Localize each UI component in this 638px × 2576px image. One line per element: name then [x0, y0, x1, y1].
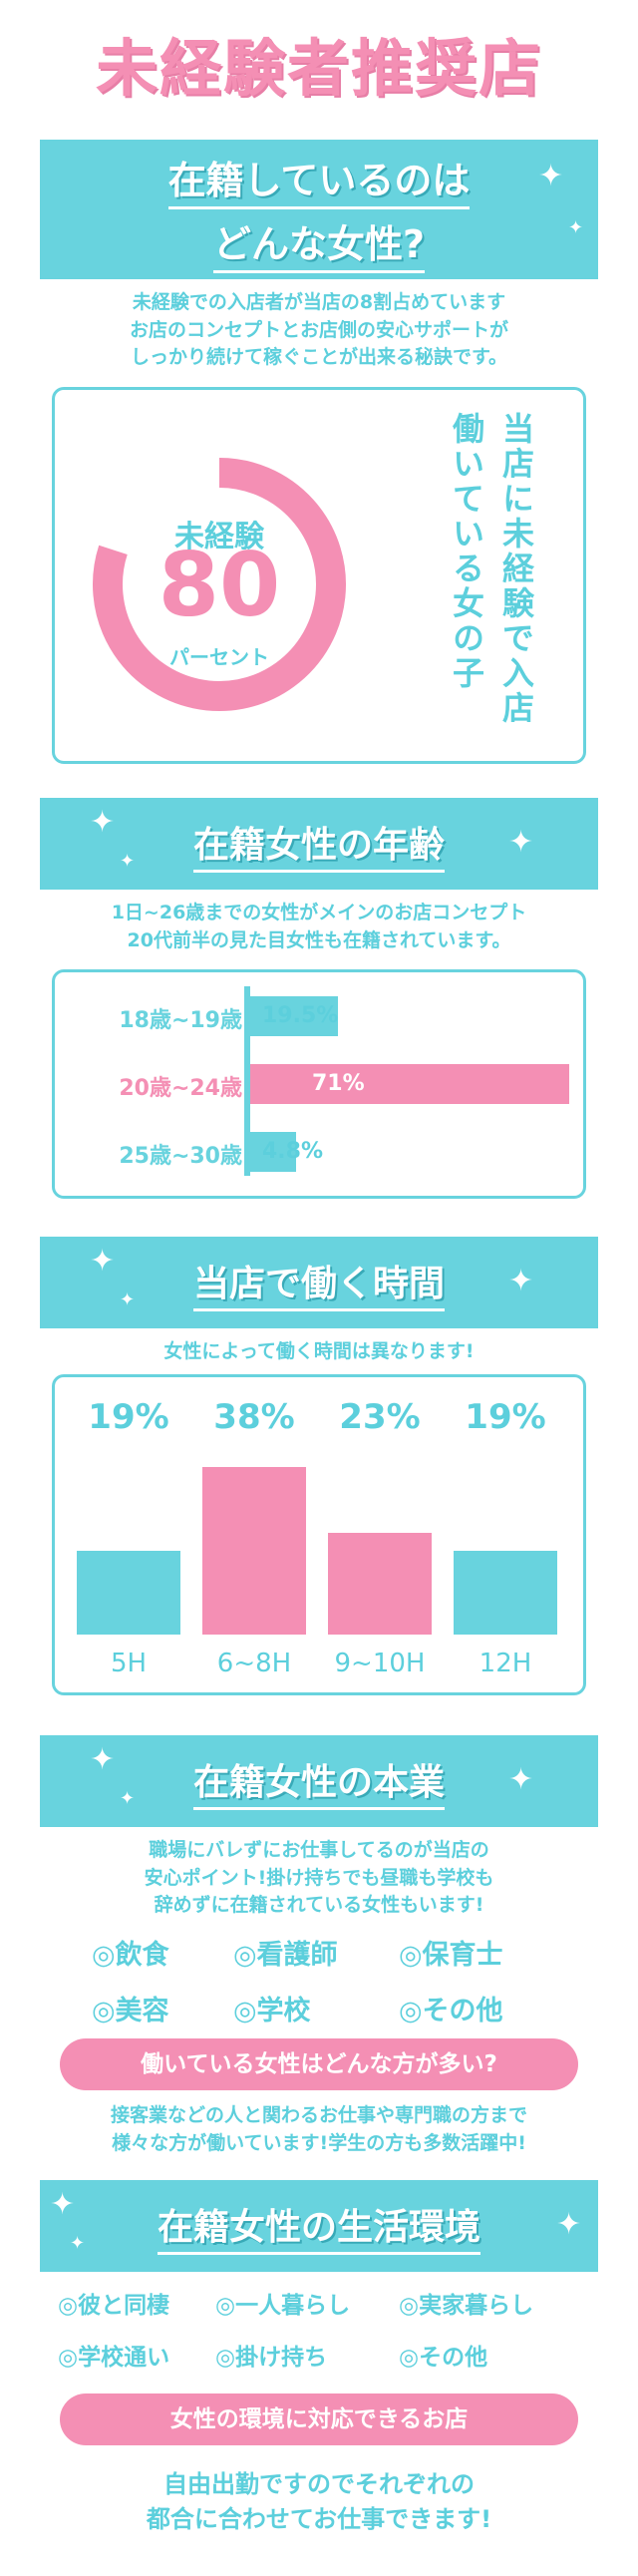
hours-bar-value: 19%: [465, 1397, 546, 1437]
section2-title: 在籍女性の年齢: [192, 816, 445, 873]
environment-item: ◎実家暮らし: [399, 2293, 534, 2319]
sparkle-icon: ✦: [70, 2233, 86, 2254]
environment-item: ◎その他: [399, 2345, 488, 2371]
desc-line: しっかり続けて稼ぐことが出来る秘訣です。: [130, 346, 508, 369]
hours-category-label: 9~10H: [334, 1649, 426, 1678]
sparkle-icon: ✦: [120, 1788, 136, 1809]
environment-item: ◎一人暮らし: [215, 2293, 351, 2319]
hours-bar-value: 23%: [339, 1397, 421, 1437]
donut-label-bottom: パーセント: [169, 645, 269, 669]
desc-line: お店のコンセプトとお店側の安心サポートが: [129, 318, 508, 341]
age-bar-value: 19.5%: [262, 1003, 339, 1028]
vertical-caption-2: 働いている女の子: [448, 412, 485, 691]
hours-bar-value: 19%: [88, 1397, 169, 1437]
sparkle-icon: ✦: [120, 851, 136, 872]
section1-title-line1: 在籍しているのは: [167, 150, 471, 209]
vertical-caption-1: 当店に未経験で入店: [497, 412, 535, 726]
section3-title: 当店で働く時間: [192, 1255, 445, 1311]
age-bar-value: 4.8%: [262, 1139, 324, 1164]
age-bar: [250, 996, 338, 1036]
hours-bar: [328, 1533, 432, 1635]
desc-line: 女性によって働く時間は異なります!: [163, 1340, 475, 1362]
sparkle-icon: ✦: [90, 805, 116, 840]
age-bar: [250, 1064, 569, 1104]
sparkle-icon: ✦: [538, 159, 564, 193]
section5-pill: 女性の環境に対応できるお店: [60, 2393, 578, 2445]
desc-line: 様々な方が働いています!学生の方も多数活躍中!: [112, 2131, 526, 2154]
donut-number: 80: [158, 534, 281, 636]
job-item: ◎学校: [233, 1996, 311, 2026]
section5-title: 在籍女性の生活環境: [157, 2198, 480, 2255]
hours-bar: [202, 1467, 306, 1635]
sparkle-icon: ✦: [508, 1264, 534, 1298]
job-item: ◎看護師: [233, 1940, 338, 1971]
hours-category-label: 6~8H: [216, 1649, 292, 1678]
closing-line: 都合に合わせてお仕事できます!: [146, 2504, 492, 2533]
job-item: ◎美容: [92, 1996, 169, 2026]
age-chart-card: 18歳~19歳 19.5% 20歳~24歳 71% 25歳~30歳 4.8%: [52, 969, 586, 1199]
closing-text: 自由出勤ですのでそれぞれの 都合に合わせてお仕事できます!: [0, 2467, 638, 2537]
desc-line: 未経験での入店者が当店の8割占めています: [132, 291, 506, 313]
sparkle-icon: ✦: [120, 1289, 136, 1310]
environment-item: ◎彼と同棲: [58, 2293, 170, 2319]
desc-line: 接客業などの人と関わるお仕事や専門職の方まで: [110, 2104, 527, 2126]
age-category-label: 20歳~24歳: [119, 1076, 242, 1101]
section2-banner: ✦ ✦ ✦ 在籍女性の年齢: [40, 798, 598, 890]
section4-title: 在籍女性の本業: [192, 1753, 445, 1810]
donut-chart: 未経験 80 パーセント: [85, 450, 354, 719]
age-bar: [250, 1132, 296, 1172]
section5-banner: ✦ ✦ ✦ 在籍女性の生活環境: [40, 2180, 598, 2272]
age-bar-value: 71%: [312, 1071, 365, 1096]
hours-bar: [454, 1551, 557, 1635]
sparkle-icon: ✦: [90, 1244, 116, 1279]
chart-axis: [244, 986, 250, 1176]
age-category-label: 25歳~30歳: [119, 1144, 242, 1169]
section4-banner: ✦ ✦ ✦ 在籍女性の本業: [40, 1735, 598, 1827]
section4-pill: 働いている女性はどんな方が多い?: [60, 2038, 578, 2090]
desc-line: 職場にバレずにお仕事してるのが当店の: [149, 1839, 489, 1861]
hours-category-label: 12H: [478, 1649, 532, 1678]
desc-line: 辞めずに在籍されている女性もいます!: [154, 1894, 484, 1917]
environment-item: ◎学校通い: [58, 2345, 170, 2371]
job-item: ◎保育士: [399, 1940, 503, 1971]
page-title: 未経験者推奨店: [95, 32, 542, 105]
age-category-label: 18歳~19歳: [119, 1008, 242, 1033]
sparkle-icon: ✦: [556, 2207, 582, 2242]
desc-line: 安心ポイント!掛け持ちでも昼職も学校も: [144, 1866, 494, 1889]
desc-line: 20代前半の見た目女性も在籍されています。: [127, 928, 511, 951]
section1-description: 未経験での入店者が当店の8割占めています お店のコンセプトとお店側の安心サポート…: [0, 289, 638, 372]
section4-description: 職場にバレずにお仕事してるのが当店の 安心ポイント!掛け持ちでも昼職も学校も 辞…: [0, 1837, 638, 1920]
section2-description: 1日~26歳までの女性がメインのお店コンセプト 20代前半の見た目女性も在籍され…: [0, 900, 638, 954]
section1-title-line2: どんな女性?: [212, 213, 426, 273]
sparkle-icon: ✦: [508, 1762, 534, 1797]
sparkle-icon: ✦: [568, 217, 584, 238]
hours-bar: [77, 1551, 180, 1635]
environment-item: ◎掛け持ち: [215, 2345, 328, 2371]
job-item: ◎その他: [399, 1996, 503, 2026]
job-item: ◎飲食: [92, 1940, 169, 1971]
hours-bar-value: 38%: [213, 1397, 295, 1437]
section1-banner: ✦ ✦ 在籍しているのは どんな女性?: [40, 140, 598, 279]
donut-arc: [93, 458, 346, 711]
desc-line: 1日~26歳までの女性がメインのお店コンセプト: [111, 902, 527, 923]
closing-line: 自由出勤ですのでそれぞれの: [163, 2470, 475, 2498]
sparkle-icon: ✦: [508, 825, 534, 860]
hours-category-label: 5H: [110, 1649, 148, 1678]
section3-banner: ✦ ✦ ✦ 当店で働く時間: [40, 1237, 598, 1328]
section4-pill-description: 接客業などの人と関わるお仕事や専門職の方まで 様々な方が働いています!学生の方も…: [0, 2102, 638, 2157]
section3-description: 女性によって働く時間は異なります!: [0, 1338, 638, 1366]
sparkle-icon: ✦: [90, 1742, 116, 1777]
sparkle-icon: ✦: [50, 2187, 76, 2222]
donut-label-top: 未経験: [174, 520, 264, 554]
hours-chart-card: 19% 5H 38% 6~8H 23% 9~10H 19% 12H: [52, 1374, 586, 1695]
donut-card: 未経験 80 パーセント 当店に未経験で入店 働いている女の子: [52, 387, 586, 764]
